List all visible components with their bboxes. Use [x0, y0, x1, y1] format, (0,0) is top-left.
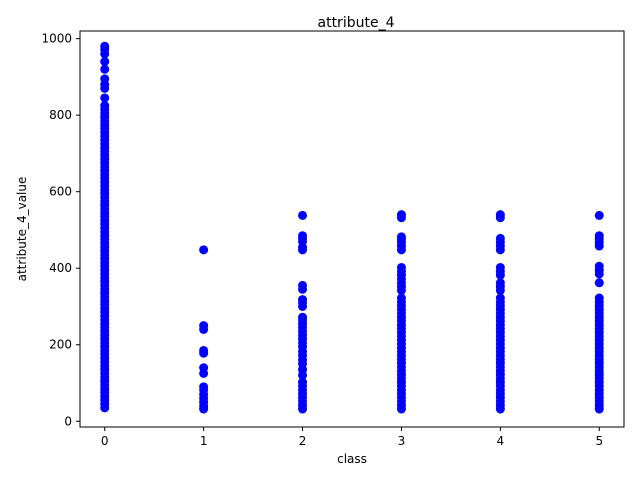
x-tick-label: 2	[299, 434, 307, 448]
data-point	[199, 345, 209, 355]
y-tick-label: 1000	[41, 32, 72, 46]
points-layer	[100, 41, 604, 414]
x-tick-label: 4	[497, 434, 505, 448]
data-point	[298, 210, 308, 220]
y-axis-label: attribute_4_value	[15, 177, 29, 282]
data-point	[298, 377, 308, 387]
y-axis: 0 200 400 600 800 1000	[41, 32, 80, 428]
data-point	[199, 321, 209, 331]
data-point	[594, 261, 604, 271]
data-point	[100, 57, 110, 67]
data-point	[100, 101, 110, 111]
data-point	[100, 74, 110, 84]
data-point	[100, 93, 110, 103]
data-point	[594, 278, 604, 288]
data-point	[495, 233, 505, 243]
y-tick-label: 0	[64, 414, 72, 428]
chart-title: attribute_4	[318, 15, 395, 31]
data-point	[100, 41, 110, 51]
y-tick-label: 400	[49, 261, 72, 275]
data-point	[298, 295, 308, 305]
data-point	[396, 262, 406, 272]
data-point	[594, 231, 604, 241]
data-point	[298, 280, 308, 290]
data-point	[396, 232, 406, 242]
data-point	[495, 262, 505, 272]
data-point	[594, 293, 604, 303]
y-tick-label: 200	[49, 338, 72, 352]
data-point	[199, 245, 209, 255]
x-axis: 0 1 2 3 4 5	[101, 427, 603, 448]
x-tick-label: 3	[398, 434, 406, 448]
data-point	[495, 293, 505, 303]
data-point	[100, 64, 110, 74]
data-point	[298, 312, 308, 322]
data-point	[396, 293, 406, 303]
y-tick-label: 800	[49, 108, 72, 122]
plot-frame	[79, 30, 625, 428]
data-point	[199, 382, 209, 392]
x-tick-label: 0	[101, 434, 109, 448]
data-point	[298, 231, 308, 241]
data-point	[396, 210, 406, 220]
data-point	[199, 363, 209, 373]
x-tick-label: 5	[595, 434, 603, 448]
x-tick-label: 1	[200, 434, 208, 448]
data-point	[495, 278, 505, 288]
data-point	[495, 210, 505, 220]
x-axis-label: class	[337, 452, 367, 466]
data-point	[594, 210, 604, 220]
y-tick-label: 600	[49, 185, 72, 199]
